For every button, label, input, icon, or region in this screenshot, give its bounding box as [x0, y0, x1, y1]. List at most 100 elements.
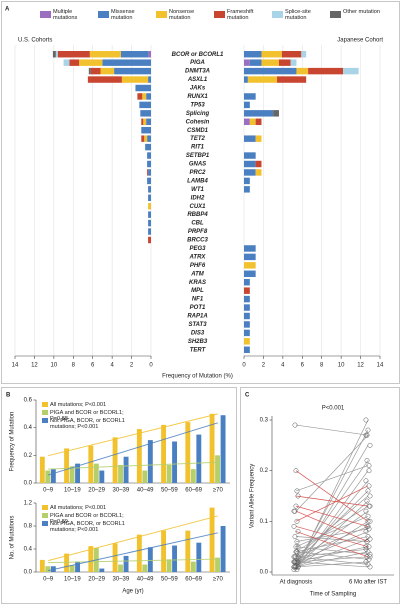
- bar-segment: [144, 135, 148, 142]
- category-label: STAT3: [188, 322, 207, 328]
- bar-segment: [244, 270, 256, 277]
- y-axis-label: No. of Mutations: [10, 516, 16, 560]
- point: [291, 508, 297, 514]
- bar-segment: [244, 253, 256, 261]
- point: [367, 493, 373, 499]
- category-label: CUX1: [189, 204, 206, 210]
- bar-segment: [249, 118, 256, 125]
- bar: [190, 469, 196, 483]
- point: [295, 554, 301, 560]
- x-tick-label: 30–39: [113, 577, 130, 583]
- x-tick-label: ≥70: [213, 577, 224, 583]
- pair-line: [295, 548, 369, 558]
- point: [367, 564, 373, 570]
- bar: [64, 448, 70, 483]
- bar: [142, 564, 148, 572]
- bar-segment: [63, 59, 70, 66]
- x-tick-label: 0–9: [43, 488, 54, 494]
- bar-segment: [52, 51, 56, 58]
- pair-line: [295, 495, 369, 507]
- point: [365, 488, 371, 494]
- bar: [50, 469, 56, 483]
- pair-line: [295, 531, 369, 558]
- pair-line: [295, 500, 369, 568]
- y-axis-label: Variant Allele Frequency: [250, 464, 256, 529]
- bar-segment: [141, 127, 151, 134]
- bar: [215, 557, 221, 572]
- point: [293, 554, 299, 560]
- bar-segment: [147, 135, 151, 142]
- legend-label: PIGA and BCOR or BCORL1; P=0.88: [50, 409, 124, 422]
- bar: [185, 530, 191, 572]
- legend-swatch: [42, 410, 48, 415]
- x-axis-label: Frequency of Mutation (%): [162, 374, 233, 380]
- point: [295, 493, 301, 499]
- bar-segment: [140, 110, 151, 117]
- x-tick-label: 0: [242, 363, 246, 369]
- pair-line: [295, 556, 369, 565]
- bar-segment: [278, 59, 291, 66]
- panel-label: C: [245, 393, 250, 399]
- pair-line: [295, 526, 369, 558]
- point: [295, 529, 301, 534]
- bar-segment: [244, 186, 250, 193]
- bar-segment: [255, 118, 262, 125]
- bar-segment: [244, 295, 250, 303]
- bar-segment: [255, 135, 262, 142]
- bar-segment: [87, 76, 122, 83]
- bar: [99, 470, 105, 483]
- bar-segment: [244, 67, 297, 75]
- category-label: BCOR or BCORL1: [172, 52, 224, 58]
- bar-segment: [89, 51, 121, 58]
- pair-line: [295, 546, 369, 555]
- point: [294, 549, 300, 555]
- bar-segment: [244, 245, 256, 252]
- x-tick-label: 14: [377, 363, 384, 369]
- bar: [88, 546, 94, 572]
- y-tick-label: 0.6: [24, 398, 33, 404]
- bar: [161, 424, 167, 483]
- bar-segment: [147, 152, 151, 159]
- bar-segment: [247, 76, 278, 83]
- x-tick-label: 10: [51, 363, 58, 369]
- bar-segment: [261, 59, 279, 66]
- bar-segment: [148, 194, 151, 201]
- bar: [118, 465, 124, 483]
- pair-line: [295, 460, 369, 563]
- category-label: BRCC3: [187, 238, 208, 244]
- legend-swatch: [156, 11, 167, 18]
- category-label: LAMB4: [187, 178, 208, 184]
- pair-line: [295, 526, 369, 548]
- bar-segment: [255, 160, 262, 168]
- bar-segment: [146, 118, 151, 125]
- bar-segment: [148, 51, 151, 58]
- bar: [99, 568, 105, 572]
- y-tick-label: 0.8: [24, 524, 33, 530]
- trend-line: [48, 558, 218, 564]
- x-tick-label: 20–29: [88, 488, 105, 494]
- bar-segment: [244, 169, 256, 176]
- point: [366, 526, 372, 532]
- bar: [220, 415, 226, 483]
- panel-frame: [1, 1, 400, 384]
- bar: [161, 530, 167, 572]
- y-tick-label: 0.2: [260, 468, 269, 474]
- bar-segment: [244, 177, 250, 185]
- point: [367, 554, 373, 560]
- bar: [45, 470, 51, 483]
- bar-segment: [79, 59, 103, 66]
- x-tick-label: 6: [301, 363, 305, 369]
- x-tick-label: 4: [110, 363, 114, 369]
- bar-segment: [244, 160, 256, 168]
- bar-segment: [102, 59, 151, 66]
- x-tick-label: 0: [149, 363, 153, 369]
- bar-segment: [261, 51, 282, 58]
- x-tick-label: 4: [281, 363, 285, 369]
- y-tick-label: 0.1: [260, 519, 269, 525]
- y-tick-label: 0.4: [24, 425, 33, 431]
- bar-segment: [244, 279, 250, 286]
- bar-segment: [343, 67, 359, 75]
- trend-line: [48, 461, 218, 470]
- bar-segment: [255, 169, 262, 176]
- category-label: ATRX: [189, 254, 207, 260]
